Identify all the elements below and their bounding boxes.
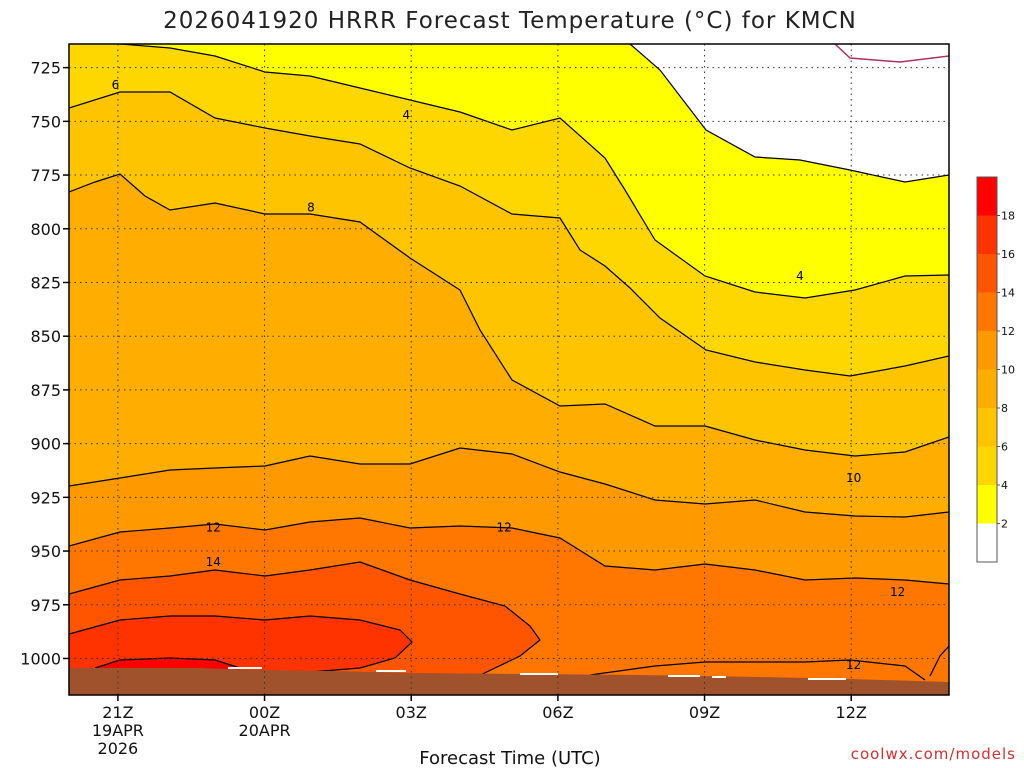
x-tick-sub2: 2026 (98, 739, 139, 758)
colorbar-swatch (977, 254, 997, 293)
colorbar-label: 18 (1001, 210, 1015, 223)
y-tick-label: 975 (30, 596, 61, 615)
plot-area: 6 4 8 4 10 12 12 12 14 12 (69, 44, 949, 695)
contour-label: 12 (890, 585, 905, 599)
colorbar-swatch (977, 292, 997, 331)
contour-label: 4 (403, 108, 411, 122)
contour-label-text: 8 (307, 200, 315, 214)
colorbar-swatch (977, 446, 997, 485)
contour-label-text: 4 (403, 108, 411, 122)
y-axis: 725 750 775 800 825 850 875 900 925 950 975 1000 (20, 59, 69, 668)
x-tick-sub1: 19APR (92, 721, 144, 740)
y-tick-label: 775 (30, 166, 61, 185)
contour-label: 6 (112, 78, 120, 92)
y-tick-label: 900 (30, 435, 61, 454)
y-tick-label: 1000 (20, 649, 61, 668)
plot-frame (68, 43, 950, 696)
colorbar-swatch (977, 177, 997, 216)
colorbar-swatch (977, 215, 997, 254)
y-tick-label: 875 (30, 381, 61, 400)
x-tick-label: 03Z (396, 703, 427, 722)
surface-contour-line (834, 44, 949, 63)
colorbar-swatch (977, 485, 997, 524)
chart-title: 2026041920 HRRR Forecast Temperature (°C… (163, 8, 857, 34)
y-tick-label: 725 (30, 59, 61, 78)
colorbar-label: 2 (1001, 518, 1008, 531)
contour-label: 12 (846, 658, 861, 672)
colorbar-swatch (977, 408, 997, 447)
ground-terrain (69, 668, 949, 695)
colorbar-label: 10 (1001, 364, 1015, 377)
colorbar-label: 6 (1001, 441, 1008, 454)
contour-label: 12 (206, 520, 221, 534)
contour-label-text: 10 (846, 471, 861, 485)
y-tick-label: 950 (30, 542, 61, 561)
contour-label: 14 (206, 555, 221, 569)
contour-label: 10 (846, 471, 861, 485)
colorbar-label: 12 (1001, 325, 1015, 338)
contour-label-text: 12 (890, 585, 905, 599)
contour-label: 12 (496, 520, 511, 534)
contour-label-text: 12 (846, 658, 861, 672)
x-tick-label: 06Z (542, 703, 573, 722)
colorbar-label: 8 (1001, 402, 1008, 415)
contour-label-text: 14 (206, 555, 221, 569)
x-tick-label: 09Z (689, 703, 720, 722)
contour-label-text: 4 (796, 269, 804, 283)
credit-text: coolwx.com/models (851, 745, 1016, 763)
colorbar: 2 4 6 8 10 12 14 16 18 (976, 176, 1015, 563)
x-tick-label: 21Z (102, 703, 133, 722)
y-tick-label: 825 (30, 273, 61, 292)
colorbar-label: 4 (1001, 479, 1008, 492)
colorbar-swatch (977, 331, 997, 370)
contour-labels: 6 4 8 4 10 12 12 12 14 12 (112, 78, 906, 672)
contour-label: 8 (307, 200, 315, 214)
colorbar-label: 14 (1001, 287, 1015, 300)
contour-label-text: 12 (206, 520, 221, 534)
x-tick-sub1: 20APR (239, 721, 291, 740)
surface-ticks (228, 667, 846, 680)
colorbar-label: 16 (1001, 248, 1015, 261)
band-16-18 (69, 616, 412, 672)
y-tick-label: 800 (30, 220, 61, 239)
colorbar-swatch (977, 523, 997, 562)
x-tick-label: 12Z (836, 703, 867, 722)
y-tick-label: 925 (30, 488, 61, 507)
band-yellow (120, 44, 949, 298)
colorbar-swatch (977, 369, 997, 408)
contour-label-text: 6 (112, 78, 120, 92)
contour-label: 4 (796, 269, 804, 283)
x-tick-label: 00Z (249, 703, 280, 722)
x-axis-label: Forecast Time (UTC) (419, 748, 600, 768)
contour-label-text: 12 (496, 520, 511, 534)
y-tick-label: 850 (30, 327, 61, 346)
grid-lines (69, 44, 949, 695)
y-tick-label: 750 (30, 112, 61, 131)
